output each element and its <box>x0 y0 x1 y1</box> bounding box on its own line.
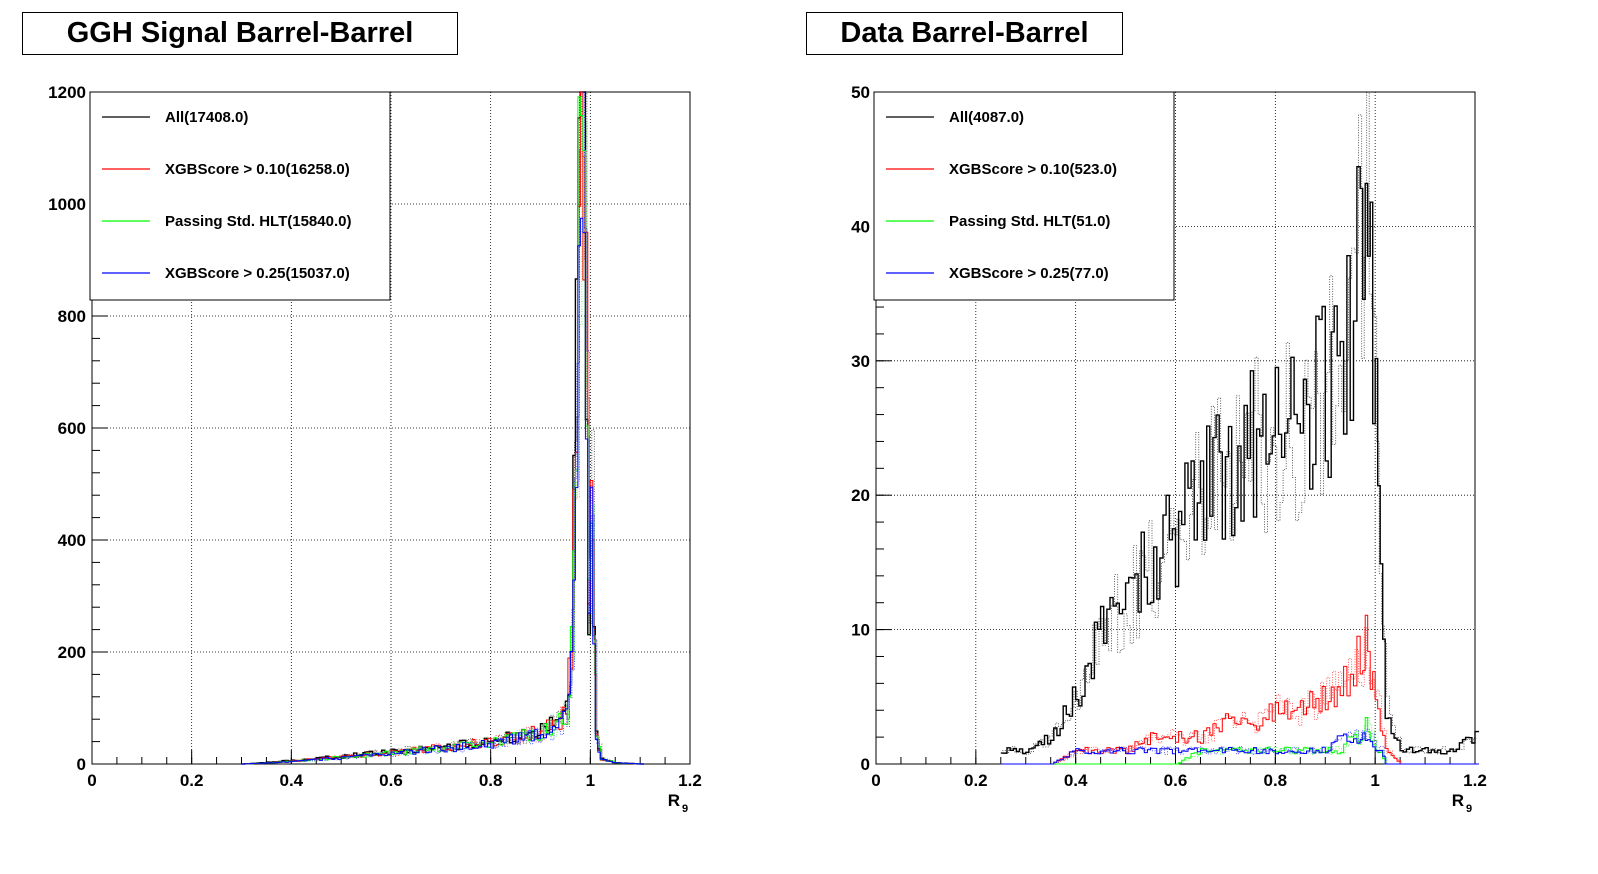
series-line-dotted <box>1002 91 1477 755</box>
series-line <box>1000 614 1479 765</box>
legend-entry: Passing Std. HLT(51.0) <box>949 213 1110 230</box>
x-axis-title: R <box>1452 791 1464 810</box>
legend-entry: XGBScore > 0.25(77.0) <box>949 265 1109 282</box>
x-tick-label: 0 <box>87 771 96 790</box>
series-line <box>1000 166 1479 755</box>
x-axis-title-subscript: 9 <box>1466 803 1472 815</box>
x-tick-label: 0.8 <box>1264 771 1288 790</box>
legend-entry: All(4087.0) <box>949 109 1024 126</box>
x-tick-label: 0 <box>871 771 880 790</box>
series-line-dotted <box>243 109 642 765</box>
x-tick-label: 0.6 <box>379 771 403 790</box>
series-line-dotted <box>1002 717 1477 765</box>
series-line-dotted <box>243 91 642 765</box>
chart-title-ggh: GGH Signal Barrel-Barrel <box>22 12 458 55</box>
legend-entry: XGBScore > 0.25(15037.0) <box>165 265 350 282</box>
y-tick-label: 20 <box>851 486 870 505</box>
series-line-dotted <box>1002 627 1477 765</box>
legend-box <box>89 91 391 301</box>
series-line <box>1000 732 1479 765</box>
x-tick-label: 0.2 <box>964 771 988 790</box>
x-tick-label: 1 <box>586 771 595 790</box>
legend-entry: All(17408.0) <box>165 109 248 126</box>
y-tick-label: 400 <box>58 531 86 550</box>
x-tick-label: 1.2 <box>678 771 702 790</box>
x-tick-label: 0.4 <box>280 771 304 790</box>
x-tick-label: 0.4 <box>1064 771 1088 790</box>
y-tick-label: 600 <box>58 419 86 438</box>
x-tick-label: 0.2 <box>180 771 204 790</box>
y-tick-label: 10 <box>851 621 870 640</box>
x-axis-title-subscript: 9 <box>682 803 688 815</box>
y-tick-label: 0 <box>861 755 870 774</box>
x-tick-label: 1 <box>1370 771 1379 790</box>
legend-entry: Passing Std. HLT(15840.0) <box>165 213 351 230</box>
x-axis-title: R <box>668 791 680 810</box>
y-tick-label: 40 <box>851 217 870 236</box>
series-line-dotted <box>1002 728 1477 765</box>
legend-entry: XGBScore > 0.10(16258.0) <box>165 161 350 178</box>
y-tick-label: 30 <box>851 352 870 371</box>
chart-title-data: Data Barrel-Barrel <box>806 12 1123 55</box>
legend-box <box>873 91 1175 301</box>
y-tick-label: 800 <box>58 307 86 326</box>
x-tick-label: 0.8 <box>479 771 503 790</box>
x-tick-label: 1.2 <box>1463 771 1487 790</box>
x-tick-label: 0.6 <box>1164 771 1188 790</box>
y-tick-label: 200 <box>58 643 86 662</box>
y-tick-label: 1200 <box>48 83 86 102</box>
series-line <box>241 217 645 765</box>
y-tick-label: 0 <box>77 755 86 774</box>
legend-entry: XGBScore > 0.10(523.0) <box>949 161 1117 178</box>
y-tick-label: 1000 <box>48 195 86 214</box>
y-tick-label: 50 <box>851 83 870 102</box>
